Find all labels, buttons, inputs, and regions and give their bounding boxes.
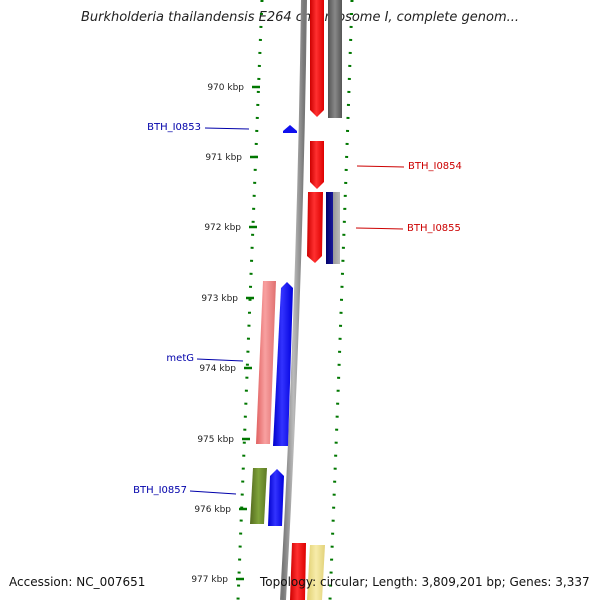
gene-red-top xyxy=(310,0,324,117)
gene-navy-gray xyxy=(326,192,340,264)
gene-blue-metg xyxy=(273,282,293,446)
map-title: Burkholderia thailandensis E264 chromoso… xyxy=(80,10,520,25)
tick-dots xyxy=(236,0,354,600)
left-dotted-arc xyxy=(236,0,264,600)
gene-label-leader xyxy=(355,227,404,230)
gene-label-leader xyxy=(356,165,405,168)
scale-tick-label: 971 kbp xyxy=(205,153,242,163)
scale-tick-label: 976 kbp xyxy=(194,505,231,515)
gene-label[interactable]: metG xyxy=(166,353,194,364)
topology-text: Topology: circular; Length: 3,809,201 bp… xyxy=(260,575,590,589)
gene-labels: BTH_I0853 BTH_I0854 BTH_I0855 metG BTH_I0857 xyxy=(133,122,462,496)
scale-tick-label: 972 kbp xyxy=(204,223,241,233)
gene-gray-top xyxy=(328,0,342,118)
right-dotted-arc xyxy=(328,0,354,600)
backbone-line xyxy=(280,0,307,600)
gene-label-leader xyxy=(204,127,250,130)
gene-label[interactable]: BTH_I0855 xyxy=(407,223,461,234)
scale-ticks: 970 kbp 971 kbp 972 kbp 973 kbp 974 kbp 975 k… xyxy=(191,83,260,585)
gene-red-i0854 xyxy=(310,141,324,189)
gene-label-leader xyxy=(189,490,237,495)
scale-tick-label: 975 kbp xyxy=(197,435,234,445)
genes-layer xyxy=(250,0,342,600)
gene-label-leader xyxy=(196,358,244,362)
gene-pink-metg xyxy=(256,281,276,444)
accession-text: Accession: NC_007651 xyxy=(9,575,146,589)
gene-blue-i0857 xyxy=(268,469,284,526)
scale-tick-label: 970 kbp xyxy=(207,83,244,93)
gene-red-i0855 xyxy=(307,192,323,263)
scale-tick-label: 973 kbp xyxy=(201,294,238,304)
gene-blue-i0853 xyxy=(283,125,297,133)
gene-red-bottom xyxy=(290,543,306,600)
scale-tick-label: 974 kbp xyxy=(199,364,236,374)
scale-tick-label: 977 kbp xyxy=(191,575,228,585)
gene-yellow-bottom xyxy=(307,545,325,600)
gene-label[interactable]: BTH_I0857 xyxy=(133,485,187,496)
gene-olive xyxy=(250,468,267,524)
gene-label[interactable]: BTH_I0853 xyxy=(147,122,201,133)
gene-label[interactable]: BTH_I0854 xyxy=(408,161,462,172)
